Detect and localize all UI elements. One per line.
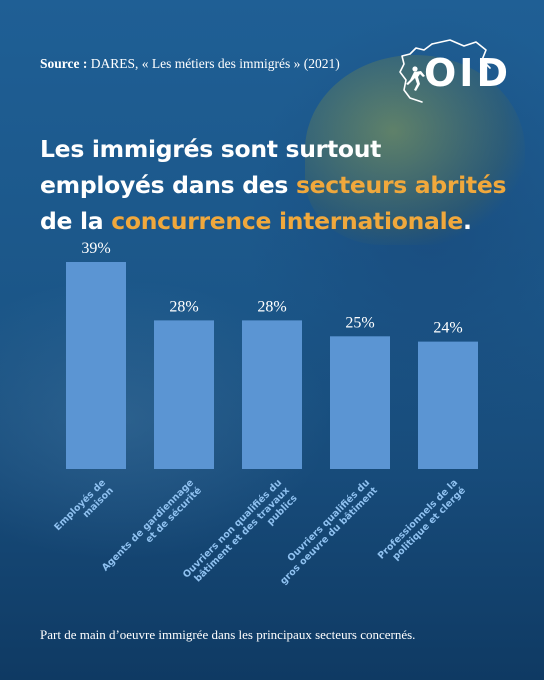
category-label-line: Professionnels de la (376, 477, 460, 561)
title-highlight-1: secteurs abrités (295, 171, 507, 199)
runner-icon (406, 66, 425, 91)
value-label-3: 28% (257, 298, 286, 315)
chart-caption: Part de main d’oeuvre immigrée dans les … (40, 627, 416, 642)
source-label: Source : (40, 56, 88, 71)
category-label-line: Ouvriers qualifiés du (285, 477, 372, 564)
bar-4 (330, 336, 390, 469)
bar-5 (418, 341, 478, 469)
category-label-line: bâtiment et des travaux (192, 485, 291, 584)
logo-text: OID (424, 51, 511, 95)
value-label-1: 39% (81, 240, 110, 257)
value-label-2: 28% (169, 298, 198, 315)
title-line-1: Les immigrés sont surtout (40, 135, 382, 163)
bar-3 (242, 320, 302, 469)
title-highlight-2: concurrence internationale (111, 207, 463, 235)
bar-1 (66, 262, 126, 469)
source-line: Source : DARES, « Les métiers des immigr… (40, 56, 340, 72)
title-line-2a: employés dans des (40, 171, 296, 199)
title-line-3a: de la (40, 207, 112, 235)
value-label-4: 25% (345, 314, 374, 331)
category-label-line: politique et clergé (390, 485, 467, 562)
source-text: DARES, « Les métiers des immigrés » (202… (90, 56, 340, 71)
france-map-icon (399, 39, 491, 103)
bar-2 (154, 320, 214, 469)
title-end: . (462, 207, 472, 235)
page-title: Les immigrés sont surtout employés dans d… (40, 131, 520, 239)
helmet-shape (305, 55, 525, 245)
value-label-5: 24% (433, 320, 462, 337)
